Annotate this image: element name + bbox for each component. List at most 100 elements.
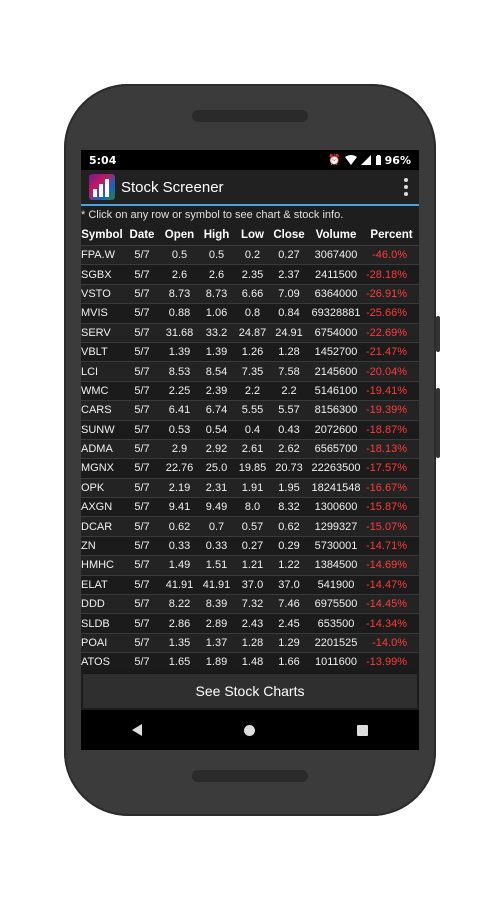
cell-date: 5/7 — [134, 462, 150, 475]
table-row[interactable]: ZN 5/7 0.33 0.33 0.27 0.29 5730001 -14.71% — [81, 536, 419, 556]
column-header-high: High — [203, 228, 230, 241]
cell-volume: 1452700 — [314, 346, 358, 359]
cell-high: 2.92 — [205, 443, 228, 456]
table-row[interactable]: MGNX 5/7 22.76 25.0 19.85 20.73 22263500 -17.57… — [81, 458, 419, 479]
cell-high: 6.74 — [205, 404, 228, 417]
cell-symbol[interactable]: AXGN — [81, 501, 113, 514]
cell-percent: -25.66% — [366, 307, 407, 320]
cell-open: 6.41 — [168, 404, 191, 417]
cell-high: 25.0 — [205, 462, 228, 475]
table-row[interactable]: SERV 5/7 31.68 33.2 24.87 24.91 6754000 -22.69% — [81, 323, 419, 343]
cell-close: 7.09 — [278, 287, 300, 300]
cell-open: 0.53 — [168, 423, 191, 436]
column-header-percent: Percent — [370, 228, 413, 241]
cell-symbol[interactable]: ELAT — [81, 578, 108, 591]
cell-low: 1.21 — [241, 559, 264, 572]
table-row[interactable]: ADMA 5/7 2.9 2.92 2.61 2.62 6565700 -18.13% — [81, 439, 419, 459]
cell-symbol[interactable]: MGNX — [81, 462, 114, 475]
cell-open: 9.41 — [168, 501, 191, 514]
cell-low: 2.2 — [244, 384, 261, 397]
cell-percent: -20.04% — [366, 365, 407, 378]
table-row[interactable]: DDD 5/7 8.22 8.39 7.32 7.46 6975500 -14.45% — [81, 594, 419, 614]
cell-symbol[interactable]: POAI — [81, 637, 108, 649]
table-row[interactable]: ELAT 5/7 41.91 41.91 37.0 37.0 541900 -14.47% — [81, 575, 419, 595]
cell-volume: 6565700 — [314, 443, 358, 456]
table-row[interactable]: WMC 5/7 2.25 2.39 2.2 2.2 5146100 -19.41% — [81, 381, 419, 401]
cell-volume: 1300600 — [314, 501, 358, 514]
back-icon[interactable] — [132, 724, 142, 736]
cell-close: 1.22 — [278, 559, 300, 572]
cell-low: 7.32 — [241, 598, 264, 611]
cell-date: 5/7 — [134, 249, 150, 262]
cell-symbol[interactable]: OPK — [81, 481, 105, 494]
cell-symbol[interactable]: VSTO — [81, 287, 111, 300]
cell-close: 1.29 — [278, 637, 300, 649]
table-row[interactable]: ATOS 5/7 1.65 1.89 1.48 1.66 1011600 -13.99% — [81, 652, 419, 672]
cell-date: 5/7 — [134, 656, 150, 669]
home-icon[interactable] — [244, 724, 255, 736]
cell-low: 0.27 — [241, 540, 264, 553]
table-row[interactable]: CARS 5/7 6.41 6.74 5.55 5.57 8156300 -19.39% — [81, 400, 419, 421]
cell-date: 5/7 — [134, 423, 150, 436]
cell-volume: 2411500 — [314, 268, 357, 281]
cell-date: 5/7 — [134, 443, 150, 456]
cell-close: 7.58 — [278, 365, 300, 378]
cell-open: 2.86 — [168, 617, 191, 630]
cell-close: 2.62 — [278, 443, 300, 456]
cell-symbol[interactable]: MVIS — [81, 307, 108, 320]
table-row[interactable]: POAI 5/7 1.35 1.37 1.28 1.29 2201525 -14.0% — [81, 633, 419, 653]
cell-high: 0.54 — [205, 423, 228, 436]
table-row[interactable]: HMHC 5/7 1.49 1.51 1.21 1.22 1384500 -14.69% — [81, 555, 419, 576]
table-row[interactable]: FPA.W 5/7 0.5 0.5 0.2 0.27 3067400 -46.0% — [81, 245, 419, 265]
cell-symbol[interactable]: VBLT — [81, 346, 108, 359]
see-stock-charts-button[interactable]: See Stock Charts — [83, 674, 417, 708]
cell-open: 1.49 — [168, 559, 191, 572]
cell-percent: -14.71% — [366, 540, 407, 553]
cell-percent: -22.69% — [366, 326, 407, 339]
cell-symbol[interactable]: ATOS — [81, 656, 110, 669]
cell-date: 5/7 — [134, 637, 150, 649]
cell-close: 24.91 — [275, 326, 303, 339]
status-icons: ⏰ 96% — [328, 154, 411, 167]
table-row[interactable]: LCI 5/7 8.53 8.54 7.35 7.58 2145600 -20.04% — [81, 361, 419, 382]
cell-percent: -18.87% — [366, 423, 407, 436]
cell-symbol[interactable]: ZN — [81, 540, 96, 553]
cell-symbol[interactable]: SLDB — [81, 617, 110, 630]
table-row[interactable]: SLDB 5/7 2.86 2.89 2.43 2.45 653500 -14.34% — [81, 613, 419, 634]
overflow-menu-icon[interactable] — [403, 178, 409, 196]
cell-low: 0.4 — [244, 423, 261, 436]
cell-volume: 1384500 — [314, 559, 358, 572]
cell-date: 5/7 — [134, 598, 150, 611]
cell-symbol[interactable]: DCAR — [81, 520, 113, 533]
cell-volume: 18241548 — [311, 481, 361, 494]
app-title: Stock Screener — [121, 178, 224, 196]
table-header-row: Symbol Date Open High Low Close Volume Percent — [81, 224, 419, 246]
cell-symbol[interactable]: HMHC — [81, 559, 114, 572]
cell-symbol[interactable]: LCI — [81, 365, 99, 378]
cell-volume: 6975500 — [314, 598, 358, 611]
cell-close: 20.73 — [275, 462, 303, 475]
table-row[interactable]: SGBX 5/7 2.6 2.6 2.35 2.37 2411500 -28.18% — [81, 264, 419, 285]
cell-symbol[interactable]: FPA.W — [81, 249, 116, 262]
table-row[interactable]: AXGN 5/7 9.41 9.49 8.0 8.32 1300600 -15.87% — [81, 497, 419, 517]
cell-symbol[interactable]: SUNW — [81, 423, 115, 436]
table-row[interactable]: VSTO 5/7 8.73 8.73 6.66 7.09 6364000 -26.91% — [81, 284, 419, 304]
table-row[interactable]: VBLT 5/7 1.39 1.39 1.26 1.28 1452700 -21.47% — [81, 342, 419, 362]
table-row[interactable]: MVIS 5/7 0.88 1.06 0.8 0.84 69328881 -25.66% — [81, 303, 419, 324]
cell-percent: -13.99% — [366, 656, 407, 669]
table-row[interactable]: DCAR 5/7 0.62 0.7 0.57 0.62 1299327 -15.07% — [81, 516, 419, 537]
cell-open: 0.33 — [168, 540, 191, 553]
cell-volume: 5146100 — [314, 384, 358, 397]
table-row[interactable]: OPK 5/7 2.19 2.31 1.91 1.95 18241548 -16.67% — [81, 478, 419, 498]
cell-low: 8.0 — [244, 501, 261, 514]
cell-symbol[interactable]: WMC — [81, 384, 109, 397]
cell-symbol[interactable]: SERV — [81, 326, 111, 339]
recents-icon[interactable] — [357, 724, 368, 736]
cell-symbol[interactable]: SGBX — [81, 268, 112, 281]
cell-low: 2.61 — [241, 443, 264, 456]
cell-symbol[interactable]: CARS — [81, 404, 112, 417]
cell-symbol[interactable]: ADMA — [81, 443, 113, 456]
table-row[interactable]: SUNW 5/7 0.53 0.54 0.4 0.43 2072600 -18.87% — [81, 420, 419, 440]
cell-percent: -14.34% — [366, 617, 407, 630]
cell-symbol[interactable]: DDD — [81, 598, 105, 611]
